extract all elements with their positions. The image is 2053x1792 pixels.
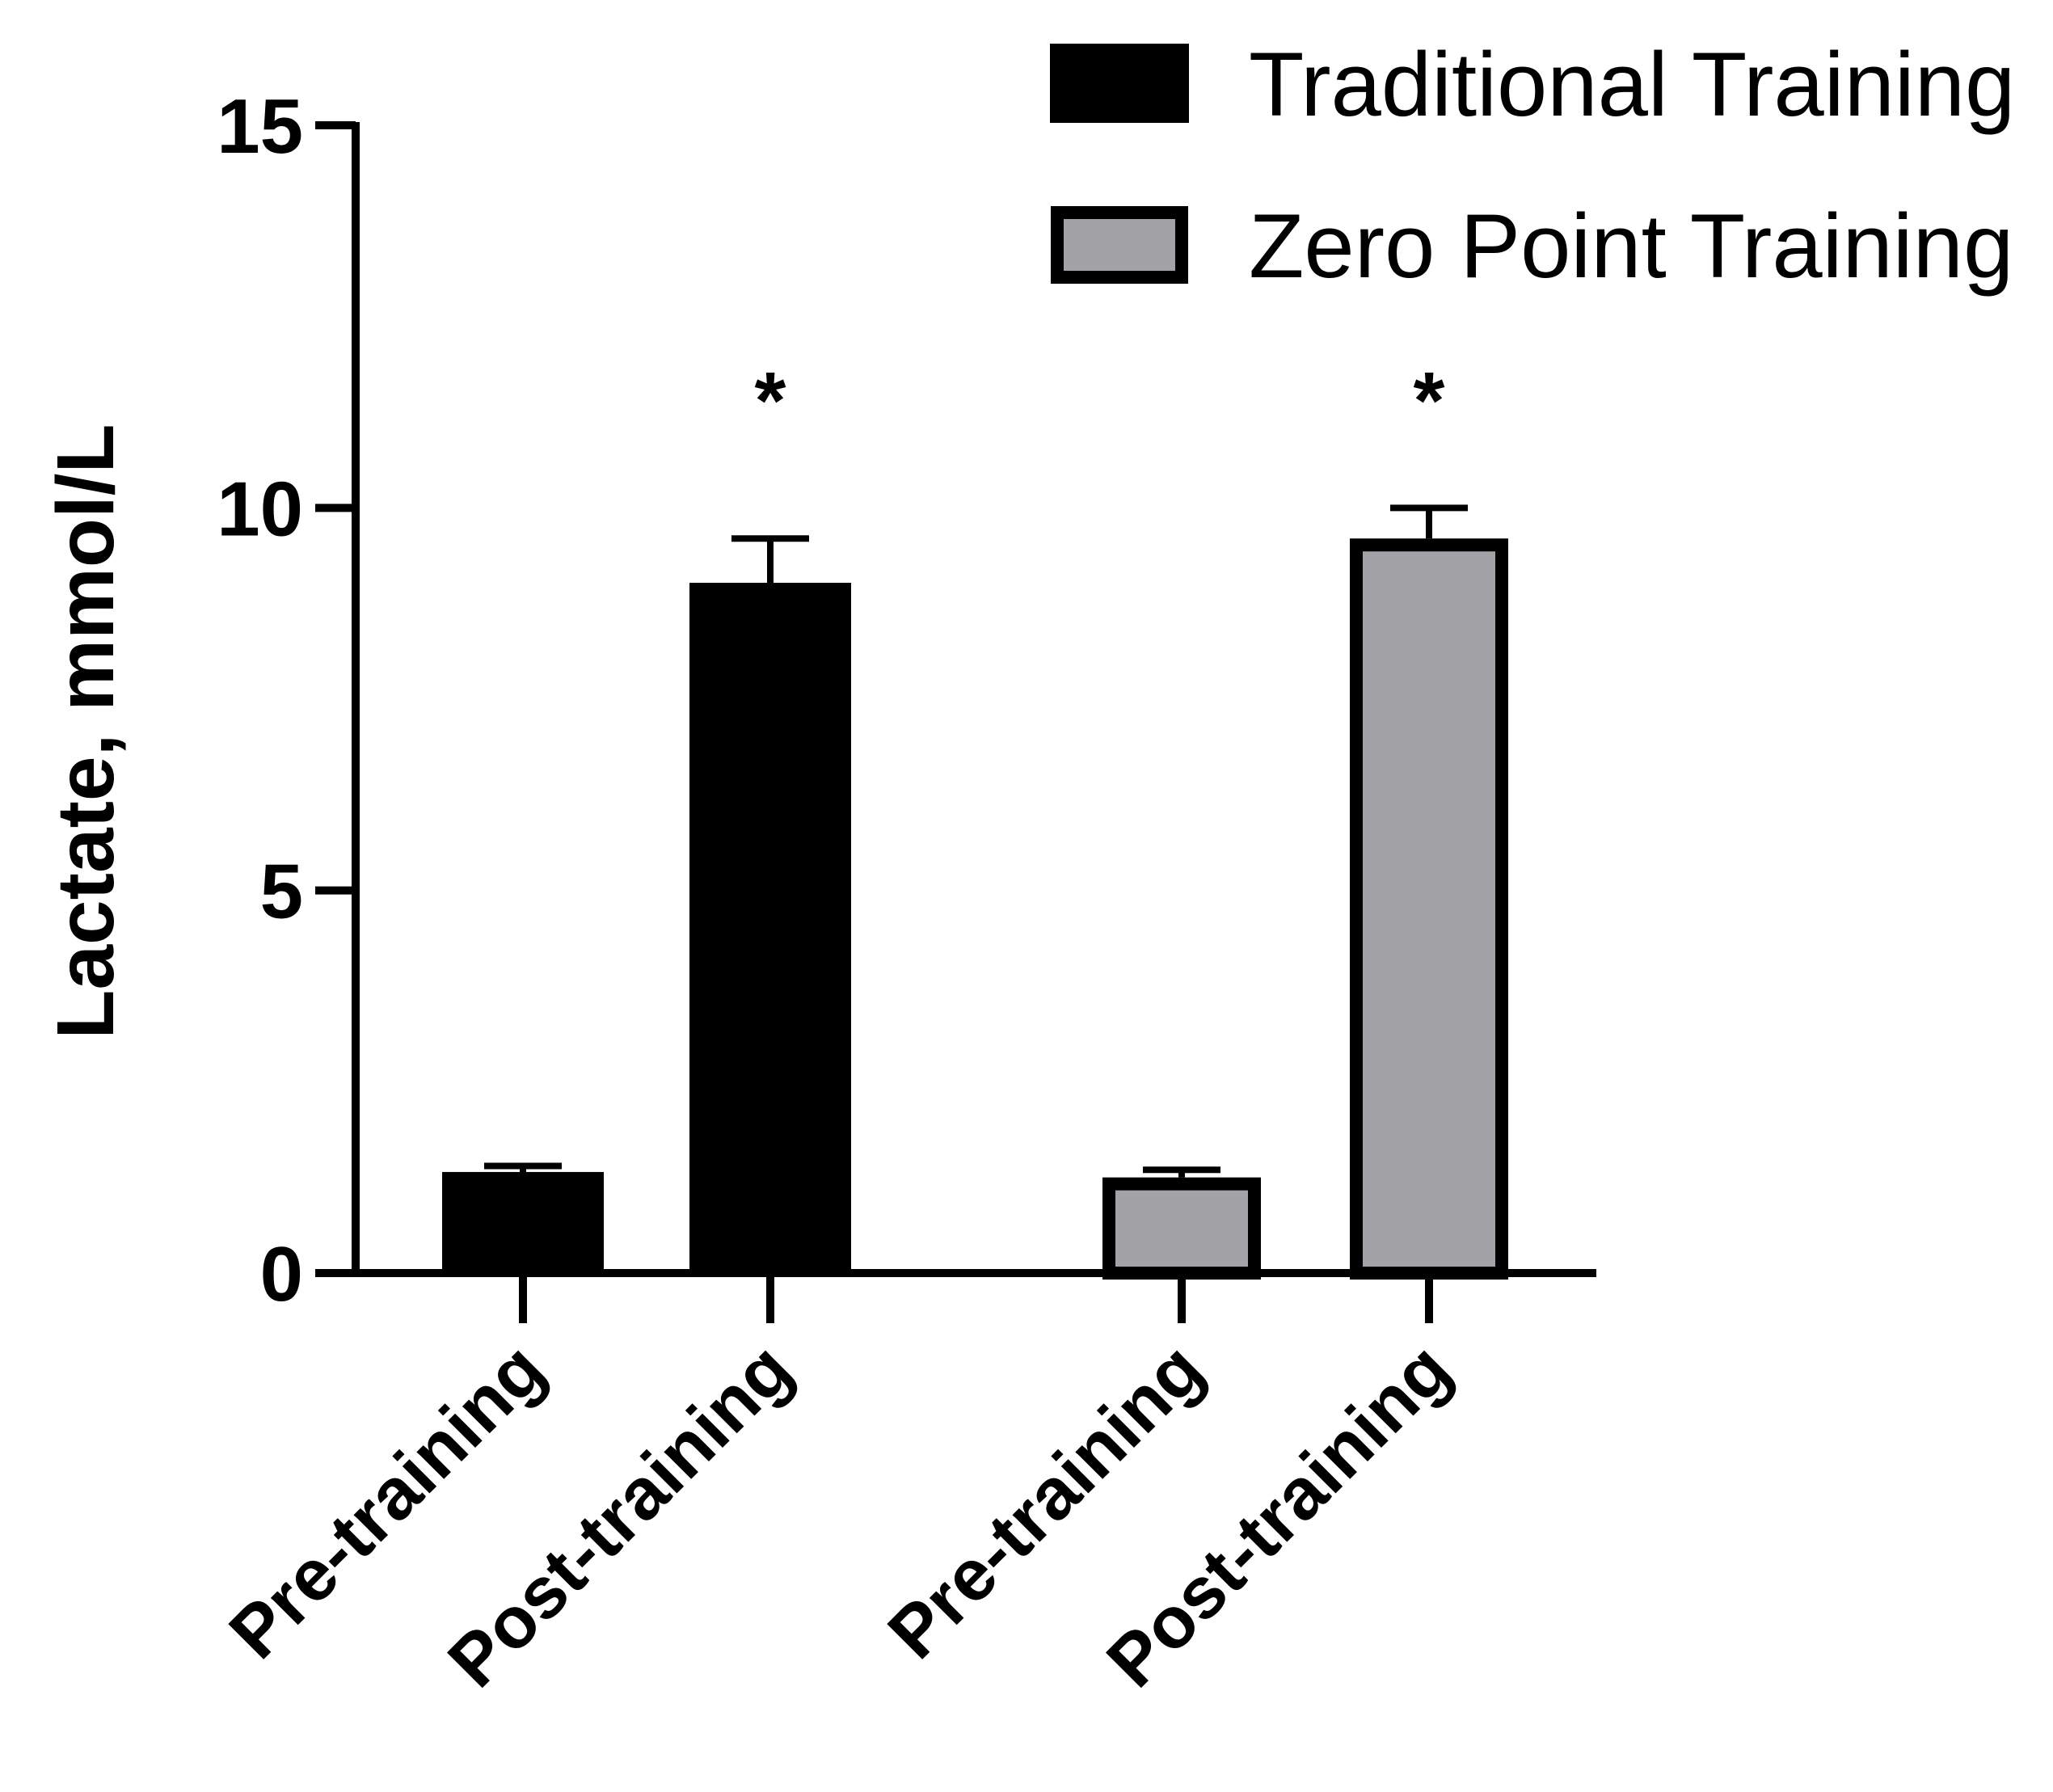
significance-marker: * [755, 356, 786, 446]
bar [442, 1171, 604, 1275]
bar [1350, 538, 1508, 1280]
y-tick-label: 15 [217, 83, 303, 170]
y-tick-label: 10 [217, 466, 303, 552]
legend-item: Zero Point Training [1051, 196, 2013, 297]
legend: Traditional Training Zero Point Training [1050, 34, 2015, 297]
bar-group [1102, 1166, 1261, 1280]
legend-label: Zero Point Training [1249, 196, 2013, 297]
legend-item: Traditional Training [1050, 34, 2015, 135]
bar-group: * [689, 356, 851, 1275]
y-tick-label: 5 [260, 849, 303, 935]
bars: * * [442, 356, 1508, 1280]
bar-group [442, 1162, 604, 1275]
legend-label: Traditional Training [1249, 34, 2015, 135]
bar [1102, 1177, 1261, 1280]
bar [689, 583, 851, 1275]
bar-group: * [1350, 356, 1508, 1280]
legend-swatch [1050, 44, 1189, 123]
y-tick-label: 0 [260, 1231, 303, 1318]
significance-marker: * [1414, 356, 1445, 446]
legend-swatch [1051, 206, 1188, 284]
y-axis-title: Lactate, mmol/L [40, 424, 131, 1039]
